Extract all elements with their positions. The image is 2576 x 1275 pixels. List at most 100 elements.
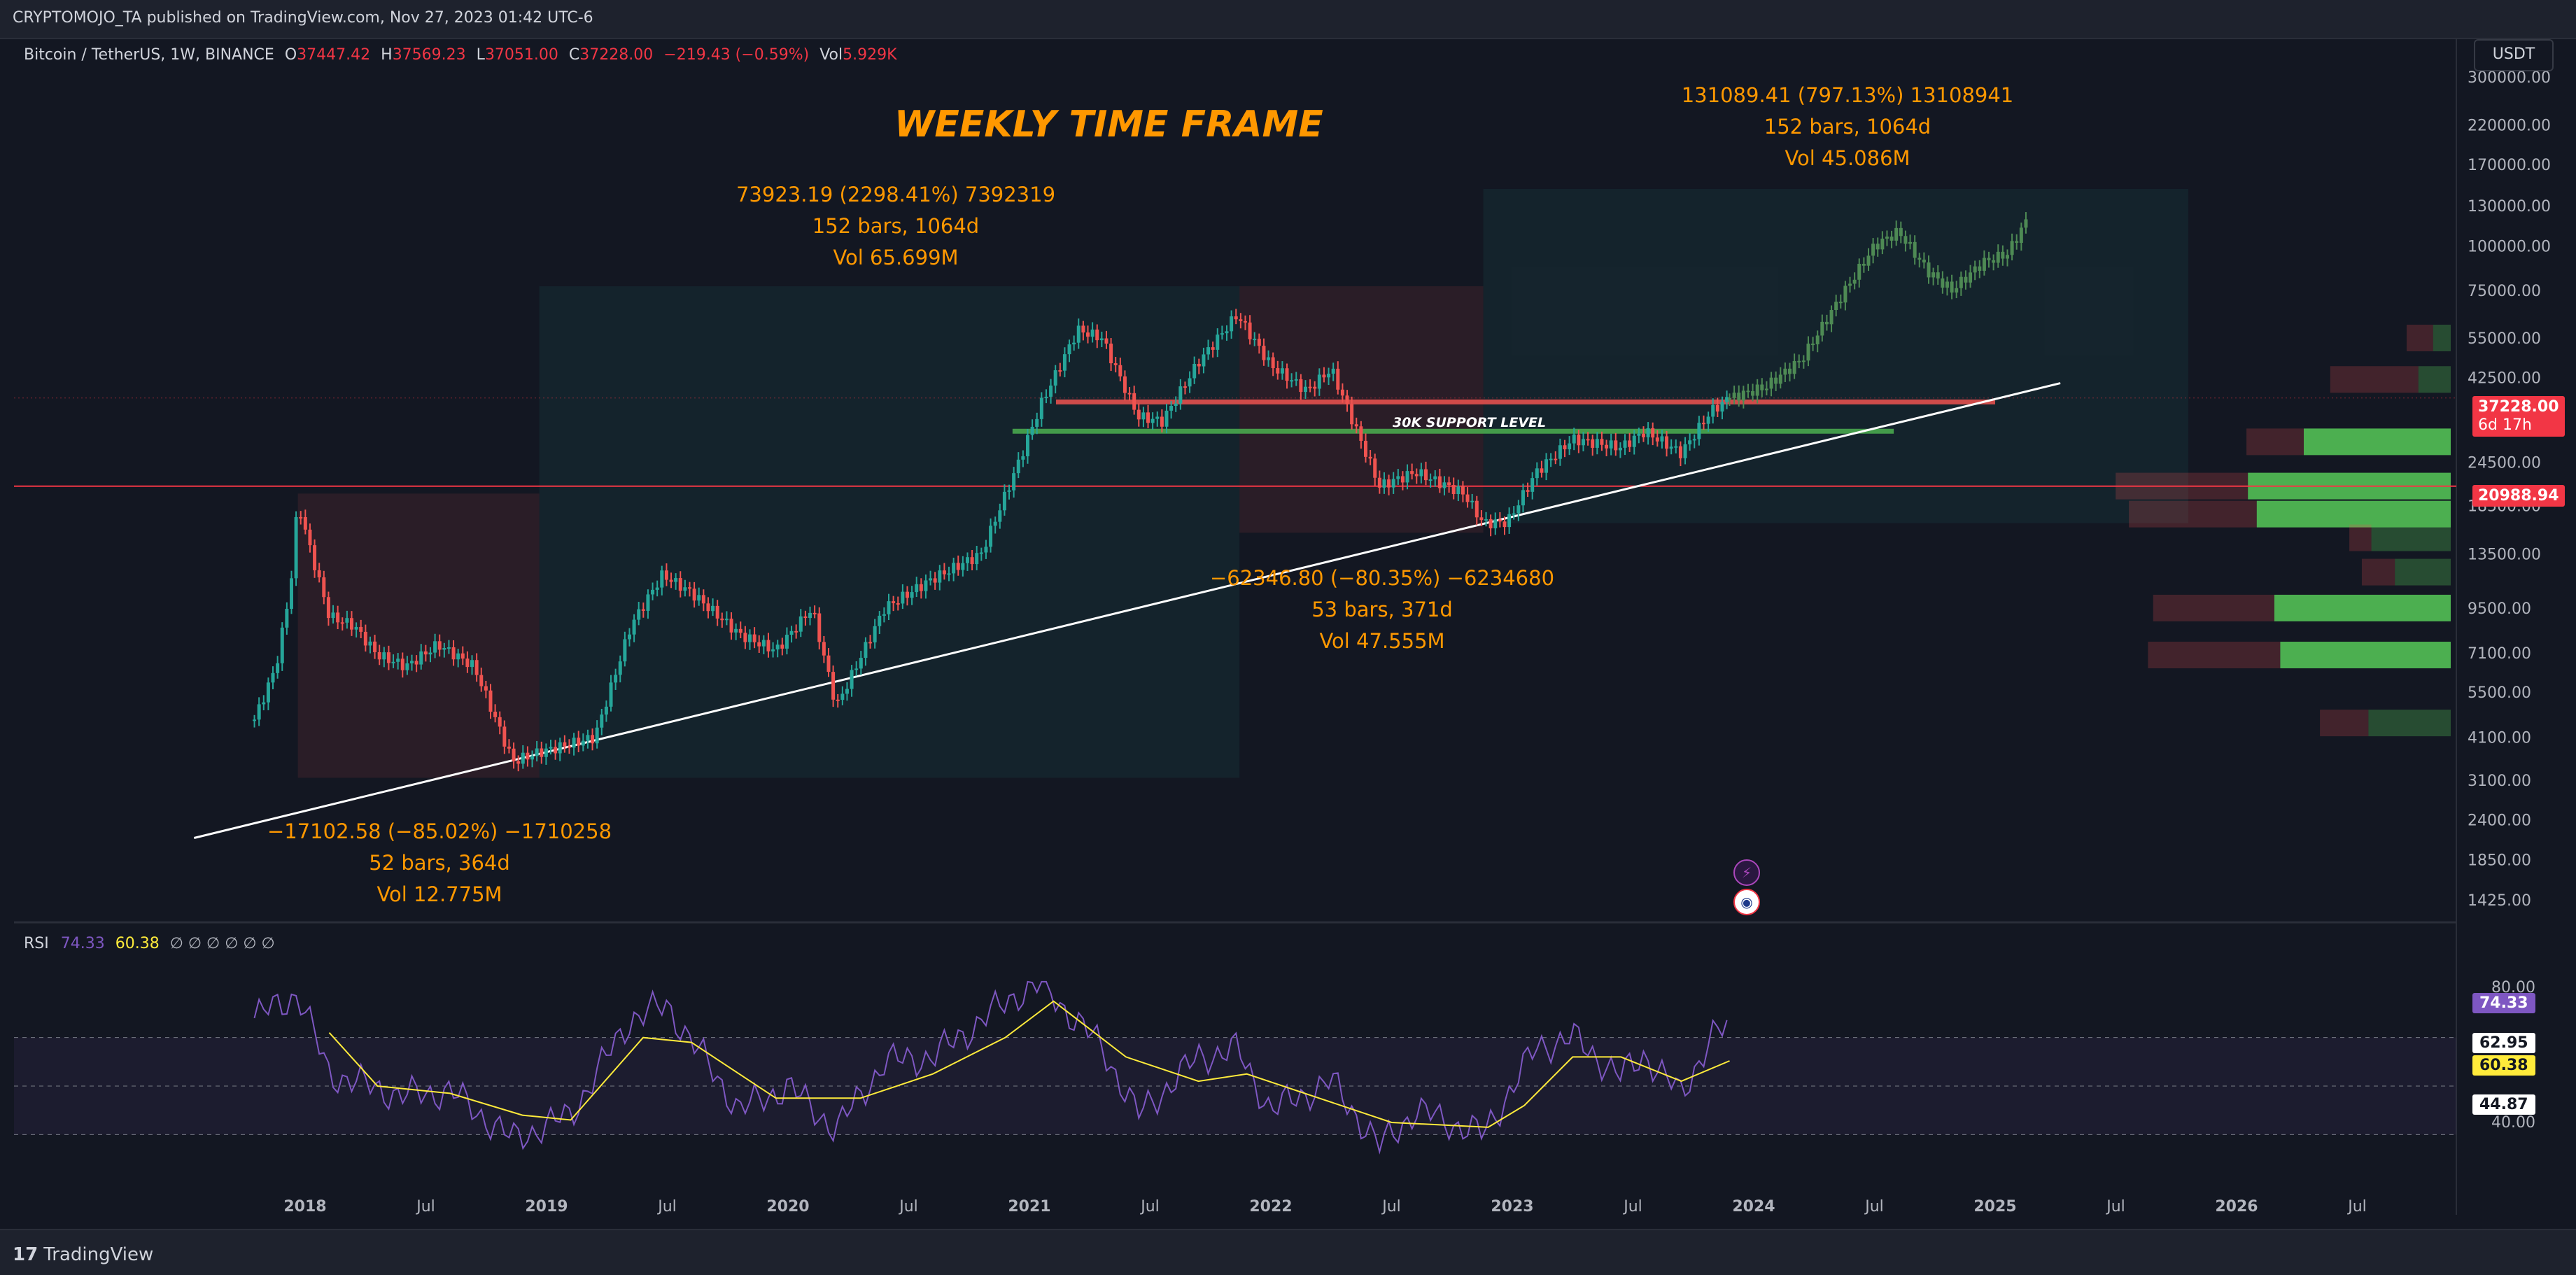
projection-bar — [2024, 219, 2028, 228]
candle — [1595, 439, 1599, 448]
chart-area[interactable]: 300000.00 220000.00 170000.00 130000.00 1000… — [14, 39, 2565, 1229]
support-level-label[interactable]: 30K SUPPORT LEVEL — [1393, 415, 1547, 430]
rsi-legend[interactable]: RSI 74.33 60.38 ∅ ∅ ∅ ∅ ∅ ∅ — [24, 935, 275, 952]
volume-profile-down-bar — [2129, 500, 2257, 528]
bottom-bar: 𝟭𝟳 TradingView — [0, 1229, 2576, 1275]
rsi-ma-line — [328, 1000, 1730, 1128]
price-axis-label: 55000.00 — [2468, 330, 2541, 348]
candle — [836, 699, 840, 701]
projection-bar — [1973, 266, 1977, 273]
candle — [683, 587, 687, 591]
lightning-event-icon[interactable]: ⚡ — [1733, 859, 1760, 886]
projection-bar — [1964, 276, 1968, 283]
candle — [1540, 468, 1544, 473]
projection-bar — [1746, 390, 1750, 393]
symbol-name[interactable]: Bitcoin / TetherUS, 1W, BINANCE — [24, 46, 274, 64]
candle — [956, 563, 960, 570]
candle — [1035, 418, 1039, 427]
candle — [382, 652, 386, 660]
weekly-title-annotation[interactable]: WEEKLY TIME FRAME — [894, 104, 1323, 146]
candle — [947, 573, 951, 575]
rsi-ma-value: 60.38 — [115, 935, 160, 952]
candle — [1225, 331, 1229, 334]
candle — [1313, 386, 1317, 389]
candle — [1706, 416, 1710, 424]
candle — [345, 618, 349, 623]
candle — [289, 578, 293, 610]
candle — [544, 748, 548, 757]
candle — [317, 570, 321, 578]
time-axis-label: Jul — [898, 1198, 918, 1216]
projection-bar — [1959, 276, 1963, 288]
candle — [1239, 319, 1243, 321]
candle — [1183, 386, 1187, 388]
candle — [812, 612, 817, 614]
measurement-bars: 152 bars, 1064d — [812, 214, 980, 238]
price-axis-label: 9500.00 — [2468, 600, 2531, 618]
candle — [720, 618, 724, 621]
candle — [715, 605, 719, 619]
projection-bar — [1815, 335, 1820, 345]
candle — [563, 742, 567, 747]
candle — [1410, 471, 1414, 474]
candle — [349, 618, 353, 630]
price-axis-label: 1425.00 — [2468, 892, 2531, 910]
time-axis-label: 2025 — [1973, 1198, 2016, 1216]
candle — [1368, 456, 1372, 459]
candle — [892, 601, 896, 603]
level-price-tag[interactable]: 20988.94 — [2472, 485, 2565, 507]
candle — [910, 592, 914, 598]
measurement-label[interactable]: 73923.19 (2298.41%) 7392319 152 bars, 10… — [736, 179, 1055, 274]
candle — [1262, 346, 1266, 360]
candle — [1470, 500, 1474, 502]
time-axis-label: Jul — [1381, 1198, 1401, 1216]
tradingview-logo[interactable]: 𝟭𝟳 TradingView — [13, 1244, 153, 1265]
candle — [993, 521, 997, 526]
candle — [1086, 332, 1090, 337]
candle — [1554, 458, 1558, 460]
rsi-label[interactable]: RSI — [24, 935, 49, 952]
candle — [952, 563, 956, 574]
projection-bar — [1936, 272, 1940, 279]
candle — [1479, 517, 1484, 521]
candle — [1188, 378, 1192, 387]
candle — [502, 726, 507, 747]
candle — [1715, 404, 1719, 412]
candle — [1317, 374, 1321, 389]
candle — [1600, 439, 1604, 445]
measurement-label[interactable]: 131089.41 (797.13%) 13108941 152 bars, 1… — [1682, 80, 2014, 174]
candle — [1290, 380, 1294, 382]
chart-canvas[interactable]: 300000.00 220000.00 170000.00 130000.00 1000… — [14, 39, 2561, 1229]
measurement-label[interactable]: −62346.80 (−80.35%) −6234680 53 bars, 37… — [1210, 563, 1554, 657]
symbol-legend[interactable]: Bitcoin / TetherUS, 1W, BINANCE O37447.4… — [24, 46, 897, 64]
volume-label: Vol — [819, 46, 843, 64]
projection-bar — [1913, 241, 1917, 258]
candle — [1447, 482, 1451, 486]
candle — [701, 595, 705, 604]
candle — [1234, 316, 1238, 320]
candle — [1104, 338, 1108, 344]
volume-profile-up-bar — [2371, 524, 2451, 551]
projection-bar — [1857, 263, 1861, 280]
published-label: CRYPTOMOJO_TA published on TradingView.c… — [13, 9, 593, 27]
last-price-value: 37228.00 — [2478, 398, 2559, 416]
measurement-label[interactable]: −17102.58 (−85.02%) −1710258 52 bars, 36… — [267, 816, 612, 910]
candle — [313, 545, 317, 570]
last-price-tag[interactable]: 37228.00 6d 17h — [2472, 396, 2565, 437]
candle — [1150, 418, 1155, 423]
candle — [1174, 403, 1178, 407]
currency-button[interactable]: USDT — [2474, 39, 2554, 71]
projection-bar — [1792, 360, 1796, 374]
candle — [1202, 354, 1206, 367]
candle — [1651, 428, 1655, 438]
candle — [1451, 485, 1456, 495]
measurement-bars: 52 bars, 364d — [369, 851, 510, 875]
candle — [1641, 433, 1645, 437]
rsi-lower-tag: 44.87 — [2472, 1094, 2535, 1115]
candle — [484, 686, 488, 691]
measurement-change: −17102.58 (−85.02%) −1710258 — [267, 819, 612, 843]
candle — [591, 735, 595, 744]
candle — [465, 658, 470, 668]
candle — [521, 752, 525, 764]
us-flag-event-icon[interactable]: ◉ — [1733, 889, 1760, 915]
